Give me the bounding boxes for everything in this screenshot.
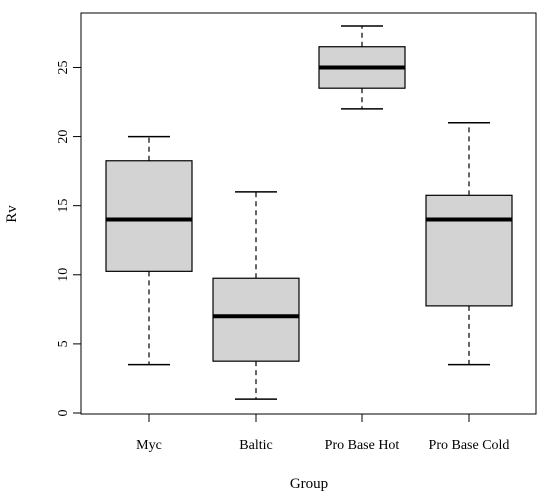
y-tick-label: 20 <box>56 130 71 144</box>
boxes-layer <box>105 25 513 400</box>
x-tick-label: Pro Base Hot <box>325 438 400 453</box>
x-axis-label: Group <box>290 476 328 492</box>
box-group <box>425 122 513 366</box>
iqr-box <box>425 194 513 307</box>
iqr-box <box>105 160 193 272</box>
box-group <box>212 191 300 400</box>
y-tick-label: 25 <box>56 60 71 74</box>
y-tick-label: 10 <box>56 268 71 282</box>
y-tick-label: 0 <box>56 410 71 417</box>
x-tick-label: Baltic <box>239 438 272 453</box>
iqr-box <box>212 277 300 362</box>
x-axis: Myc Baltic Pro Base Hot Pro Base Cold <box>136 413 510 453</box>
box-group <box>105 135 193 366</box>
y-tick-label: 15 <box>56 199 71 213</box>
y-tick-label: 5 <box>56 340 71 347</box>
box-group <box>318 25 406 110</box>
y-axis-label: Rv <box>4 205 20 223</box>
x-tick-label: Pro Base Cold <box>429 438 510 453</box>
y-axis: 0 5 10 15 20 25 <box>56 60 82 417</box>
x-tick-label: Myc <box>136 438 162 453</box>
